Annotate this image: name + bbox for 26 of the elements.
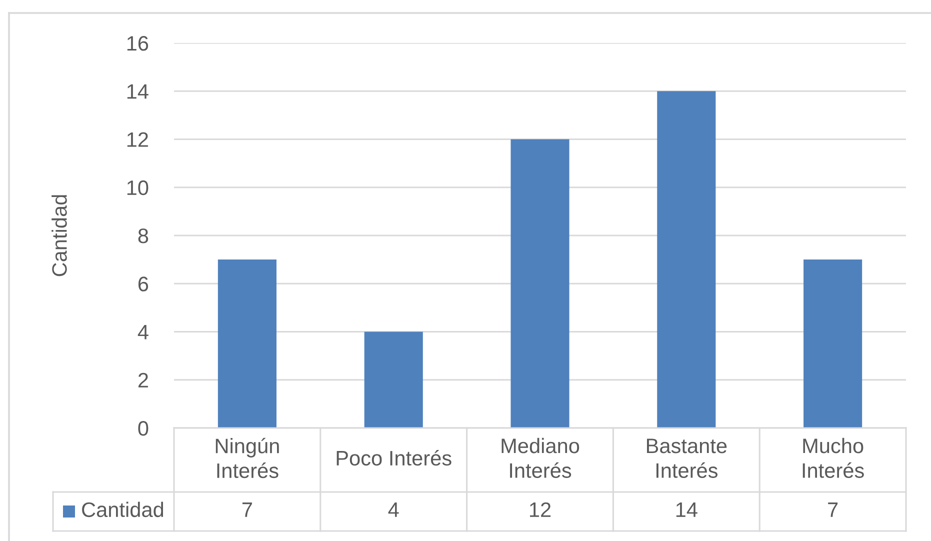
x-tick-label: Poco Interés <box>336 450 452 466</box>
y-tick-label: 2 <box>138 372 148 388</box>
data-label: 12 <box>530 502 551 517</box>
x-tick-label: Mucho Interés <box>802 438 864 478</box>
y-tick-label: 6 <box>138 276 148 292</box>
bar <box>364 332 423 428</box>
y-tick-label: 16 <box>127 36 148 51</box>
y-tick-label: 4 <box>138 324 148 340</box>
data-label: 4 <box>388 502 399 517</box>
bar <box>218 260 276 428</box>
x-tick-label: Mediano Interés <box>502 438 580 478</box>
y-axis-title: Cantidad <box>52 195 67 276</box>
y-tick-label: 12 <box>127 132 148 147</box>
y-tick-label: 0 <box>138 421 148 436</box>
data-label: 7 <box>242 502 252 517</box>
data-label: 7 <box>828 502 838 517</box>
bar <box>510 139 570 428</box>
y-tick-label: 10 <box>127 180 148 196</box>
x-tick-label: Bastante Interés <box>646 438 727 478</box>
bar <box>657 91 716 428</box>
data-label: 14 <box>676 502 698 517</box>
y-tick-label: 8 <box>138 228 148 244</box>
bar <box>804 260 862 428</box>
y-tick-label: 14 <box>127 84 148 99</box>
legend-label: Cantidad <box>82 502 164 518</box>
x-tick-label: Ningún Interés <box>216 438 279 478</box>
